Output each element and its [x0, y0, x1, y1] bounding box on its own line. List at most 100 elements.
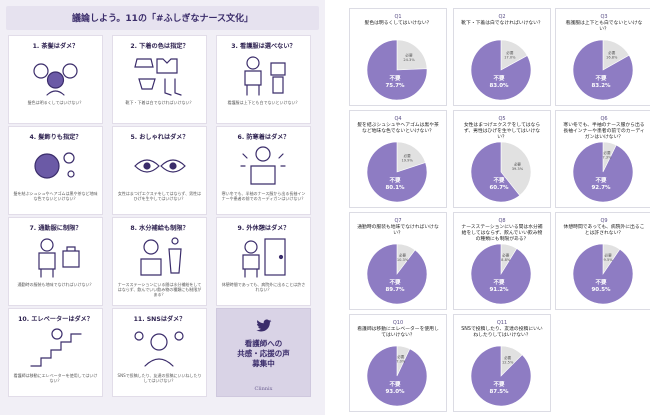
- topic-card-caption: SNSで投稿したり、友達の投稿にいいねしたりしてはいけない？: [117, 373, 202, 383]
- topic-card[interactable]: 9. 外休憩はダメ？ 休憩時間であっても、病院外に出ることは許されない？: [216, 217, 311, 306]
- twitter-bird-icon: [256, 319, 272, 332]
- slice-label-hitsuyo: 必要: [397, 354, 405, 359]
- question-chart-card: Q1 髪色は明るくしてはいけない？ 必要 24.3% 不要 75.7%: [349, 8, 447, 106]
- question-title: 髪を結ぶシュシュやヘアゴムは黒や茶など地味な色でないといけない？: [357, 123, 439, 134]
- question-chart-card: Q8 ナースステーションにいる間は水分補給をしてはならず、飲んでいい飲み物の種類に…: [453, 212, 551, 310]
- topic-card-header: 3. 看護服は選べない？: [231, 43, 296, 50]
- pie-slice-fuhitsuyo: [572, 39, 634, 101]
- question-chart-card: Q7 通勤時の服装も地味でなければいけない？ 必要 10.3% 不要 89.7%: [349, 212, 447, 310]
- pie-slice-fuhitsuyo: [572, 141, 634, 203]
- question-title: 休憩時間であっても、病院外に出ることは許されない？: [563, 225, 645, 236]
- question-number: Q10: [392, 320, 404, 326]
- topic-card[interactable]: 10. エレベーターはダメ？ 看護師は移動にエレベーターを使用してはいけない？: [8, 308, 103, 397]
- question-number: Q8: [498, 218, 506, 224]
- topic-card[interactable]: 1. 茶髪はダメ？ 髪色は明るくしてはいけない？: [8, 35, 103, 124]
- topic-card-caption: ナースステーションにいる間は水分補給をしてはならず、飲んでいい飲み物の種類にも制…: [117, 282, 202, 297]
- uniform-choice-icon: [244, 56, 286, 96]
- topic-card-caption: 寒い冬でも、半袖のナース服から出る長袖インナーや患者の前でのカーディガンはいけな…: [221, 191, 306, 201]
- topic-card[interactable]: 8. 水分補給も制限？ ナースステーションにいる間は水分補給をしてはならず、飲んで…: [112, 217, 207, 306]
- topic-card[interactable]: 2. 下着の色は指定？ 靴下・下着は白でなければいけない？: [112, 35, 207, 124]
- slice-label-fuhitsuyo: 不要: [493, 278, 505, 286]
- topic-card[interactable]: 7. 通勤服に制限？ 通勤時の服装も地味でなければいけない？: [8, 217, 103, 306]
- slice-value-fuhitsuyo: 93.0%: [385, 389, 405, 395]
- question-title: 看護師は移動にエレベーターを使用してはいけない？: [357, 327, 439, 338]
- topic-card-caption: 看護師は移動にエレベーターを使用してはいけない？: [13, 373, 98, 383]
- slice-value-hitsuyo: 24.3%: [403, 58, 415, 62]
- slice-label-hitsuyo: 必要: [504, 355, 512, 360]
- pie-slice-fuhitsuyo: [572, 243, 634, 305]
- slice-value-hitsuyo: 19.9%: [401, 158, 413, 162]
- brand-logo: Clinnix: [254, 386, 273, 392]
- slice-value-hitsuyo: 12.5%: [502, 360, 514, 364]
- topic-card-caption: 髪を結ぶシュシュやヘアゴムは黒や茶など地味な色でないといけない？: [13, 191, 98, 201]
- question-number: Q1: [394, 14, 402, 20]
- slice-value-fuhitsuyo: 83.2%: [591, 83, 611, 89]
- slice-label-hitsuyo: 必要: [506, 50, 514, 55]
- question-number: Q6: [600, 116, 608, 122]
- slice-value-fuhitsuyo: 90.5%: [591, 287, 611, 293]
- question-title: 靴下・下着は白でなければいけない？: [461, 21, 543, 26]
- promo-text: 看護師への 共感・応援の声 募集中: [237, 339, 290, 368]
- pie-slice-fuhitsuyo: [470, 39, 532, 101]
- topic-card[interactable]: 11. SNSはダメ？ SNSで投稿したり、友達の投稿にいいねしたりしてはいけない…: [112, 308, 207, 397]
- slice-label-fuhitsuyo: 不要: [493, 74, 505, 82]
- infographic-title-bar: 議論しよう。11の「#ふしぎなナース文化」: [6, 6, 319, 30]
- topic-card-caption: 髪色は明るくしてはいけない？: [27, 100, 84, 105]
- topic-card-header: 9. 外休憩はダメ？: [237, 225, 290, 232]
- topic-card-caption: 靴下・下着は白でなければいけない？: [125, 100, 194, 105]
- slice-label-hitsuyo: 必要: [502, 252, 510, 257]
- stairs-icon: [30, 328, 82, 367]
- slice-value-fuhitsuyo: 92.7%: [591, 185, 611, 191]
- door-icon: [242, 238, 286, 278]
- slice-label-hitsuyo: 必要: [605, 252, 613, 257]
- survey-panel: Q1 髪色は明るくしてはいけない？ 必要 24.3% 不要 75.7% Q2 靴下・下着は白で…: [341, 0, 650, 415]
- topic-card[interactable]: 3. 看護服は選べない？ 看護服は上下とも白でないといけない？: [216, 35, 311, 124]
- topic-card-header: 5. おしゃれはダメ？: [130, 134, 189, 141]
- topic-card-header: 7. 通勤服に制限？: [29, 225, 82, 232]
- question-number: Q5: [498, 116, 506, 122]
- slice-label-hitsuyo: 必要: [608, 50, 616, 55]
- topic-card[interactable]: 6. 防寒着はダメ？ 寒い冬でも、半袖のナース服から出る長袖インナーや患者の前での…: [216, 126, 311, 215]
- hair-tie-icon: [34, 152, 75, 179]
- slice-label-fuhitsuyo: 不要: [389, 176, 401, 184]
- topic-card-caption: 女性はまつげエクステをしてはならず、男性はひげを生やしてはいけない？: [117, 191, 202, 201]
- pie-slice-fuhitsuyo: [366, 345, 428, 407]
- topic-card-header: 6. 防寒着はダメ？: [237, 134, 290, 141]
- slice-label-hitsuyo: 必要: [603, 150, 611, 155]
- pie-slice-fuhitsuyo: [366, 39, 428, 101]
- question-number: Q7: [394, 218, 402, 224]
- question-number: Q4: [394, 116, 402, 122]
- pie-slice-fuhitsuyo: [470, 243, 532, 305]
- infographic-title: 議論しよう。11の「#ふしぎなナース文化」: [71, 14, 254, 24]
- question-chart-card: Q6 寒い冬でも、半袖のナース服から出る長袖インナーや患者の前でのカーディガンはい…: [555, 110, 650, 208]
- question-title: 看護服は上下とも白でないといけない？: [565, 21, 643, 32]
- slice-label-hitsuyo: 必要: [405, 52, 413, 57]
- question-chart-card: Q3 看護服は上下とも白でないといけない？ 必要 16.8% 不要 83.2%: [555, 8, 650, 106]
- topic-card-header: 10. エレベーターはダメ？: [18, 316, 93, 323]
- slice-label-fuhitsuyo: 不要: [389, 74, 401, 82]
- slice-value-hitsuyo: 7.0%: [396, 360, 406, 364]
- cold-nurse-icon: [240, 146, 286, 185]
- slice-value-hitsuyo: 16.8%: [606, 55, 618, 59]
- topic-card[interactable]: 4. 髪飾りも指定？ 髪を結ぶシュシュやヘアゴムは黒や茶など地味な色でないといけな…: [8, 126, 103, 215]
- topic-card[interactable]: 5. おしゃれはダメ？ 女性はまつげエクステをしてはならず、男性はひげを生やしては…: [112, 126, 207, 215]
- sns-icon: [134, 331, 184, 367]
- slice-value-fuhitsuyo: 75.7%: [385, 83, 405, 89]
- slice-value-hitsuyo: 7.3%: [602, 156, 612, 160]
- pie-slice-hitsuyo: [396, 39, 428, 71]
- slice-value-fuhitsuyo: 60.7%: [489, 185, 509, 191]
- pie-slice-hitsuyo: [500, 141, 532, 196]
- topic-card-caption: 通勤時の服装も地味でなければいけない？: [17, 282, 94, 287]
- slice-label-fuhitsuyo: 不要: [493, 176, 505, 184]
- slice-label-fuhitsuyo: 不要: [389, 278, 401, 286]
- topic-card-header: 4. 髪飾りも指定？: [29, 134, 82, 141]
- eyelash-icon: [134, 159, 186, 173]
- promo-card[interactable]: 看護師への 共感・応援の声 募集中 Clinnix: [216, 308, 311, 397]
